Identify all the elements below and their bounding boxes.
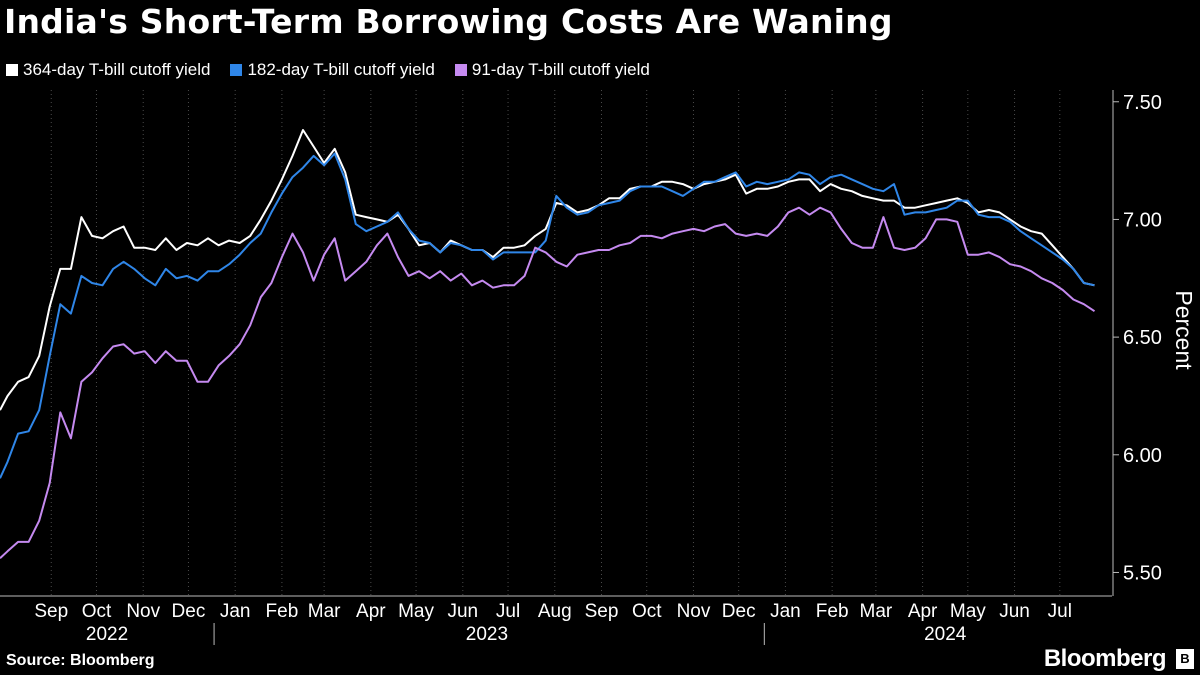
year-label-1: 2023 bbox=[466, 624, 508, 645]
x-tick-label-0: Sep bbox=[34, 601, 68, 622]
x-tick-label-20: May bbox=[950, 601, 986, 622]
legend-swatch-364-day bbox=[6, 64, 18, 76]
y-tick-label-2: 6.50 bbox=[1123, 327, 1162, 349]
x-tick-label-10: Jul bbox=[496, 601, 520, 622]
y-tick-label-4: 7.50 bbox=[1123, 92, 1162, 114]
series-line-1 bbox=[0, 152, 1095, 479]
x-tick-label-9: Jun bbox=[447, 601, 478, 622]
legend-label-364-day: 364-day T-bill cutoff yield bbox=[23, 60, 211, 79]
series-line-2 bbox=[0, 206, 1096, 560]
series-line-0 bbox=[0, 129, 1095, 411]
x-tick-label-16: Jan bbox=[770, 601, 801, 622]
legend-label-182-day: 182-day T-bill cutoff yield bbox=[247, 60, 435, 79]
x-tick-label-11: Aug bbox=[538, 601, 572, 622]
x-tick-label-22: Jul bbox=[1048, 601, 1072, 622]
x-tick-label-14: Nov bbox=[677, 601, 711, 622]
x-tick-label-13: Oct bbox=[632, 601, 662, 622]
legend-item-182-day: 182-day T-bill cutoff yield bbox=[230, 60, 435, 80]
bloomberg-logo: Bloomberg bbox=[1043, 645, 1167, 672]
x-tick-label-8: May bbox=[398, 601, 434, 622]
x-tick-label-3: Dec bbox=[172, 601, 206, 622]
x-tick-label-6: Mar bbox=[308, 601, 341, 622]
year-label-2: 2024 bbox=[924, 624, 967, 645]
x-tick-label-5: Feb bbox=[266, 601, 299, 622]
legend-label-91-day: 91-day T-bill cutoff yield bbox=[471, 60, 650, 79]
chart-title: India's Short-Term Borrowing Costs Are W… bbox=[4, 2, 893, 41]
x-tick-label-12: Sep bbox=[585, 601, 619, 622]
legend-item-91-day: 91-day T-bill cutoff yield bbox=[454, 60, 650, 80]
x-tick-label-18: Mar bbox=[860, 601, 893, 622]
y-axis-label: Percent bbox=[1171, 290, 1197, 370]
x-tick-label-2: Nov bbox=[126, 601, 160, 622]
x-tick-label-21: Jun bbox=[999, 601, 1030, 622]
x-tick-label-17: Feb bbox=[816, 601, 849, 622]
x-tick-label-1: Oct bbox=[82, 601, 112, 622]
y-tick-label-0: 5.50 bbox=[1123, 562, 1162, 584]
y-tick-label-1: 6.00 bbox=[1123, 445, 1162, 467]
source-note: Source: Bloomberg bbox=[6, 652, 155, 669]
legend-swatch-182-day bbox=[230, 64, 243, 76]
x-tick-label-15: Dec bbox=[722, 601, 756, 622]
legend-item-364-day: 364-day T-bill cutoff yield bbox=[6, 60, 210, 80]
x-tick-label-4: Jan bbox=[220, 601, 251, 622]
x-tick-label-7: Apr bbox=[356, 601, 386, 622]
y-tick-label-3: 7.00 bbox=[1123, 209, 1162, 231]
year-label-0: 2022 bbox=[86, 624, 128, 645]
bloomberg-mark-icon: B bbox=[1176, 649, 1194, 669]
legend: 364-day T-bill cutoff yield 182-day T-bi… bbox=[6, 60, 650, 80]
x-tick-label-19: Apr bbox=[908, 601, 938, 622]
legend-swatch-91-day bbox=[454, 64, 467, 76]
